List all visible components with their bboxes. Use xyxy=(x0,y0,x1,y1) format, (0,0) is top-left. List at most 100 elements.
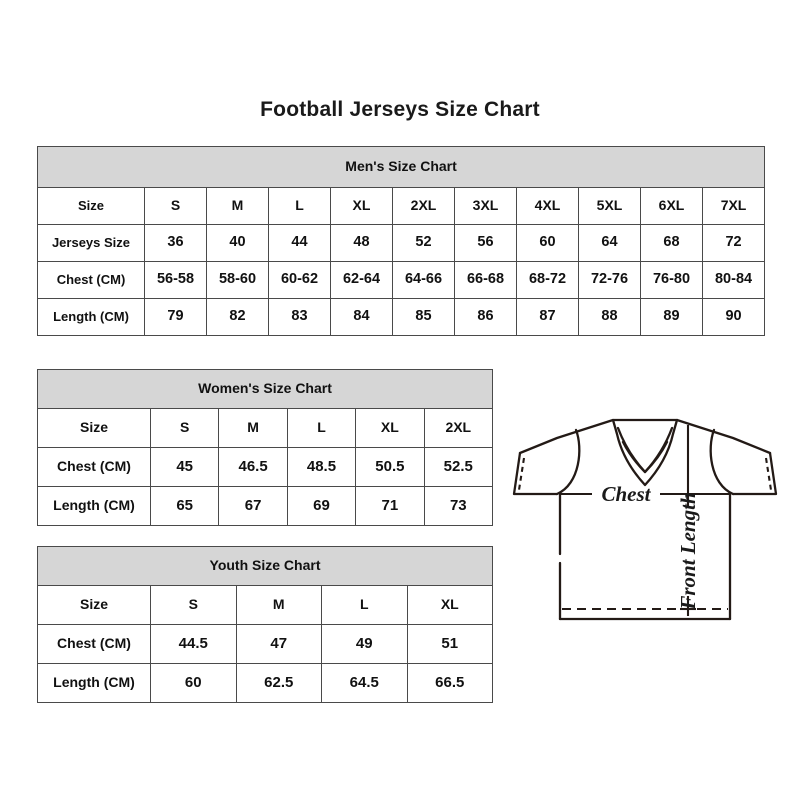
column-header-xl: XL xyxy=(355,408,425,448)
column-header-m: M xyxy=(235,585,322,625)
column-header-7xl: 7XL xyxy=(701,187,766,225)
table-cell: 60-62 xyxy=(268,261,331,299)
table-cell: 88 xyxy=(578,298,641,336)
table-row: Length (CM) 60 62.5 64.5 66.5 xyxy=(37,663,494,703)
table-row: Length (CM) 79 82 83 84 85 86 87 88 89 9… xyxy=(37,298,766,336)
table-cell: 44 xyxy=(268,224,331,262)
table-cell: 66.5 xyxy=(406,663,494,703)
row-label-length: Length (CM) xyxy=(37,663,151,703)
table-cell: 56-58 xyxy=(144,261,207,299)
row-label-chest: Chest (CM) xyxy=(37,624,151,664)
column-header-s: S xyxy=(149,408,220,448)
column-header-size: Size xyxy=(37,408,151,448)
row-label-chest: Chest (CM) xyxy=(37,447,151,487)
table-cell: 68-72 xyxy=(516,261,579,299)
column-header-xl: XL xyxy=(330,187,393,225)
column-header-l: L xyxy=(321,585,408,625)
table-cell: 60 xyxy=(516,224,579,262)
table-cell: 90 xyxy=(701,298,766,336)
table-cell: 80-84 xyxy=(701,261,766,299)
table-cell: 52.5 xyxy=(423,447,494,487)
table-row: Chest (CM) 45 46.5 48.5 50.5 52.5 xyxy=(37,447,494,487)
column-header-size: Size xyxy=(37,585,151,625)
table-row: Jerseys Size 36 40 44 48 52 56 60 64 68 … xyxy=(37,224,766,262)
column-header-m: M xyxy=(206,187,269,225)
table-cell: 72-76 xyxy=(578,261,641,299)
table-caption-row: Men's Size Chart xyxy=(36,146,766,188)
chest-measurement-label: Chest xyxy=(601,482,651,506)
column-header-s: S xyxy=(150,585,237,625)
table-cell: 86 xyxy=(454,298,517,336)
table-cell: 72 xyxy=(701,224,766,262)
column-header-6xl: 6XL xyxy=(640,187,703,225)
shirt-outline-icon xyxy=(512,418,778,621)
jersey-measurement-diagram: Chest Front Length xyxy=(500,398,790,688)
table-caption-row: Youth Size Chart xyxy=(36,546,494,586)
front-length-measurement-label: Front Length xyxy=(676,492,700,610)
column-header-m: M xyxy=(218,408,288,448)
front-length-measurement-line xyxy=(680,425,696,616)
table-cell: 49 xyxy=(321,624,408,664)
table-cell: 50.5 xyxy=(355,447,425,487)
table-cell: 83 xyxy=(268,298,331,336)
table-cell: 48.5 xyxy=(286,447,357,487)
table-header-row: Size S M L XL 2XL 3XL 4XL 5XL 6XL 7XL xyxy=(37,187,766,225)
row-label-length: Length (CM) xyxy=(37,298,145,336)
column-header-l: L xyxy=(268,187,331,225)
table-cell: 76-80 xyxy=(640,261,703,299)
mens-size-chart-table: Men's Size Chart Size S M L XL 2XL 3XL 4… xyxy=(36,146,766,336)
table-cell: 68 xyxy=(640,224,703,262)
table-cell: 52 xyxy=(392,224,455,262)
table-cell: 65 xyxy=(149,486,220,526)
youth-table-caption: Youth Size Chart xyxy=(36,546,494,586)
table-cell: 62.5 xyxy=(235,663,322,703)
womens-table-caption: Women's Size Chart xyxy=(37,369,493,409)
table-caption-row: Women's Size Chart xyxy=(37,369,493,409)
row-label-jerseys-size: Jerseys Size xyxy=(37,224,145,262)
table-cell: 84 xyxy=(330,298,393,336)
column-header-l: L xyxy=(286,408,357,448)
table-row: Chest (CM) 44.5 47 49 51 xyxy=(37,624,494,664)
womens-size-chart-table: Women's Size Chart Size S M L XL 2XL Che… xyxy=(37,369,494,526)
column-header-3xl: 3XL xyxy=(454,187,517,225)
row-label-chest: Chest (CM) xyxy=(37,261,145,299)
table-cell: 44.5 xyxy=(150,624,237,664)
table-cell: 46.5 xyxy=(218,447,288,487)
table-cell: 47 xyxy=(235,624,322,664)
table-cell: 67 xyxy=(218,486,288,526)
table-row: Chest (CM) 56-58 58-60 60-62 62-64 64-66… xyxy=(37,261,766,299)
table-cell: 69 xyxy=(286,486,357,526)
page-title: Football Jerseys Size Chart xyxy=(260,98,540,121)
youth-size-chart-table: Youth Size Chart Size S M L XL Chest (CM… xyxy=(36,546,494,703)
table-cell: 87 xyxy=(516,298,579,336)
table-cell: 64-66 xyxy=(392,261,455,299)
table-cell: 51 xyxy=(406,624,494,664)
column-header-xl: XL xyxy=(406,585,494,625)
table-cell: 60 xyxy=(150,663,237,703)
column-header-size: Size xyxy=(37,187,145,225)
table-cell: 66-68 xyxy=(454,261,517,299)
column-header-5xl: 5XL xyxy=(578,187,641,225)
table-cell: 62-64 xyxy=(330,261,393,299)
table-cell: 85 xyxy=(392,298,455,336)
mens-table-caption: Men's Size Chart xyxy=(36,146,766,188)
table-cell: 71 xyxy=(355,486,425,526)
column-header-4xl: 4XL xyxy=(516,187,579,225)
table-cell: 82 xyxy=(206,298,269,336)
table-cell: 89 xyxy=(640,298,703,336)
table-cell: 64 xyxy=(578,224,641,262)
row-label-length: Length (CM) xyxy=(37,486,151,526)
column-header-2xl: 2XL xyxy=(423,408,494,448)
table-row: Length (CM) 65 67 69 71 73 xyxy=(37,486,494,526)
table-cell: 58-60 xyxy=(206,261,269,299)
table-cell: 56 xyxy=(454,224,517,262)
table-cell: 79 xyxy=(144,298,207,336)
table-cell: 73 xyxy=(423,486,494,526)
table-cell: 48 xyxy=(330,224,393,262)
table-header-row: Size S M L XL 2XL xyxy=(37,408,494,448)
column-header-2xl: 2XL xyxy=(392,187,455,225)
table-cell: 36 xyxy=(144,224,207,262)
table-header-row: Size S M L XL xyxy=(37,585,494,625)
table-cell: 45 xyxy=(149,447,220,487)
table-cell: 40 xyxy=(206,224,269,262)
